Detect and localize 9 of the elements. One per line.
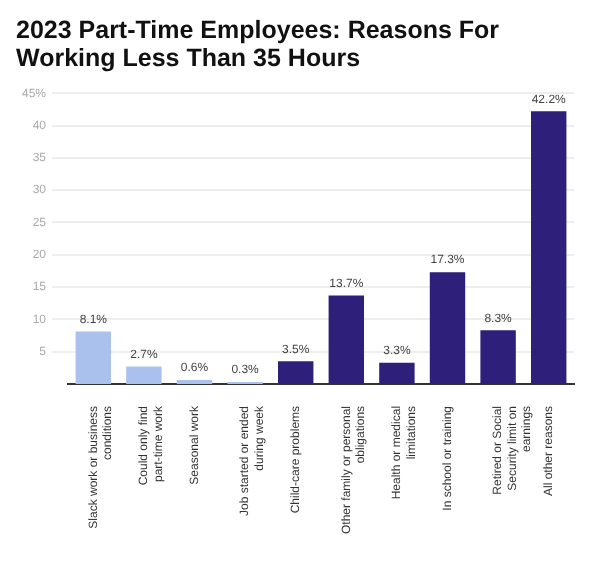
bar [429, 272, 466, 384]
chart-title: 2023 Part-Time Employees: Reasons For Working Less Than 35 Hours [16, 16, 502, 72]
bar [75, 331, 112, 384]
bar [379, 362, 415, 384]
bar [328, 295, 365, 384]
bar [530, 111, 567, 384]
bar [480, 330, 516, 384]
bar [126, 366, 162, 384]
bar [278, 361, 314, 384]
